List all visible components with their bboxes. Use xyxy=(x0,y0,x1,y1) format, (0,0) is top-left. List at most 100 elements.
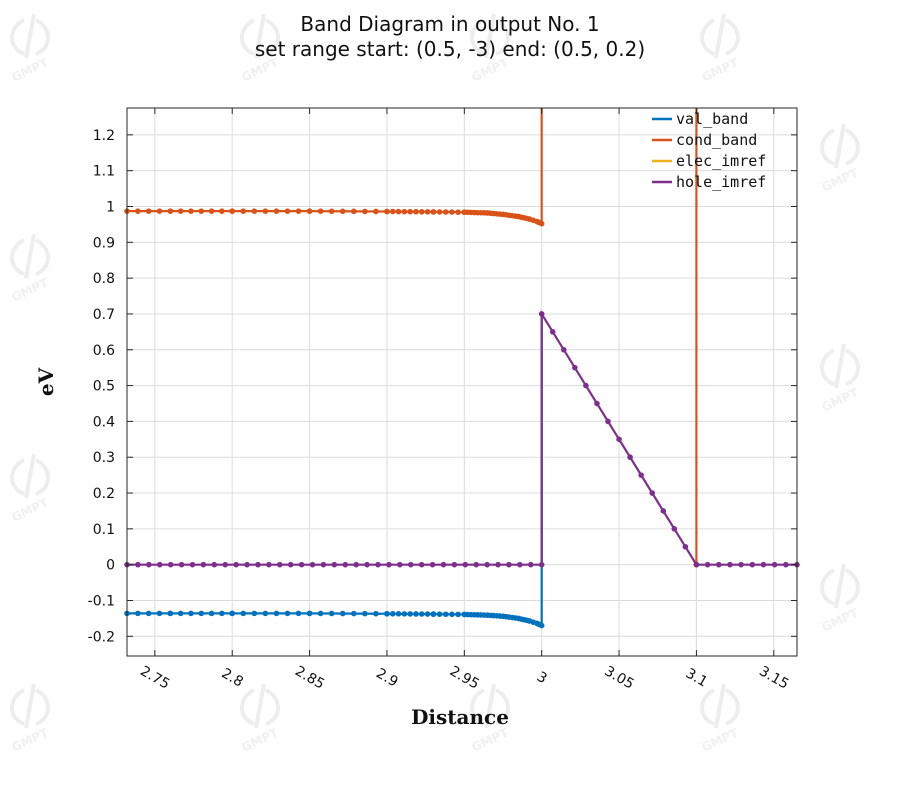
data-point xyxy=(429,561,436,568)
data-point xyxy=(198,610,205,617)
data-point xyxy=(401,611,408,617)
data-point xyxy=(331,561,338,568)
data-point xyxy=(738,561,744,568)
data-point xyxy=(455,209,461,215)
data-point xyxy=(413,611,419,617)
data-point xyxy=(364,561,370,568)
data-point xyxy=(295,208,302,214)
watermark-logo-icon xyxy=(10,233,50,279)
data-point xyxy=(208,610,215,617)
watermark-mark: GMPT xyxy=(699,13,741,85)
data-point xyxy=(373,610,379,617)
data-point xyxy=(401,208,408,215)
data-point xyxy=(219,610,225,617)
data-point xyxy=(538,311,545,317)
watermark-logo-icon xyxy=(820,123,860,169)
x-tick-label: 2.75 xyxy=(137,663,172,692)
data-point xyxy=(156,561,163,568)
data-point xyxy=(362,610,368,617)
data-point xyxy=(177,208,184,214)
data-point xyxy=(328,208,335,215)
data-point xyxy=(178,561,185,568)
watermark-mark: GMPT xyxy=(819,563,861,635)
data-point xyxy=(273,208,280,214)
data-point xyxy=(284,610,291,617)
data-point xyxy=(251,610,258,617)
data-point xyxy=(262,208,269,214)
data-point xyxy=(727,561,733,568)
y-tick-label: 0.8 xyxy=(93,271,115,287)
data-point xyxy=(167,208,174,214)
data-point xyxy=(413,208,419,215)
data-point xyxy=(671,526,678,532)
data-point xyxy=(549,329,556,335)
data-point xyxy=(506,561,512,568)
data-point xyxy=(462,561,469,568)
legend: val_band cond_band elec_imref hole_imref xyxy=(652,110,766,191)
data-point xyxy=(538,622,545,629)
data-point xyxy=(538,561,545,568)
data-point xyxy=(495,561,501,568)
data-point xyxy=(560,346,567,353)
legend-label: cond_band xyxy=(676,131,757,149)
watermark-logo-icon xyxy=(820,343,860,389)
data-point xyxy=(219,208,225,214)
x-tick-label: 2.95 xyxy=(447,663,482,692)
watermark-mark: GMPT xyxy=(9,233,51,305)
data-point xyxy=(436,209,443,215)
data-point xyxy=(177,610,184,617)
watermark-logo-icon xyxy=(10,453,50,499)
x-tick-label: 3.05 xyxy=(602,663,637,692)
y-tick-label: 0.3 xyxy=(93,450,115,466)
data-point xyxy=(229,208,236,214)
data-point xyxy=(328,610,335,617)
data-point xyxy=(375,561,381,568)
y-tick-label: 0.5 xyxy=(93,379,115,395)
data-point xyxy=(424,209,431,215)
data-point xyxy=(389,208,396,215)
series-hole-imref xyxy=(124,310,800,568)
data-point xyxy=(594,400,600,407)
data-point xyxy=(583,382,589,389)
watermark-logo-icon xyxy=(820,563,860,609)
watermark-text: GMPT xyxy=(9,725,51,754)
watermark-logo-icon xyxy=(470,683,510,729)
data-point xyxy=(287,561,294,568)
data-point xyxy=(715,561,722,568)
data-point xyxy=(276,561,283,568)
data-point xyxy=(135,208,141,214)
y-tick-label: 0.4 xyxy=(93,414,115,430)
data-point xyxy=(384,208,390,215)
x-tick-label: 3.1 xyxy=(683,666,710,691)
data-point xyxy=(317,610,324,617)
data-point xyxy=(255,561,261,568)
data-point xyxy=(240,208,247,214)
watermark-logo-icon xyxy=(700,683,740,729)
data-point xyxy=(167,610,174,617)
data-point xyxy=(200,561,207,568)
data-point xyxy=(704,561,711,568)
data-point xyxy=(306,208,313,214)
data-point xyxy=(244,561,250,568)
data-point xyxy=(627,454,633,461)
series-cond-band xyxy=(124,108,698,565)
watermark-mark: GMPT xyxy=(819,123,861,195)
legend-item-val-band: val_band xyxy=(652,110,748,128)
data-point xyxy=(373,208,379,215)
data-point xyxy=(449,209,455,215)
watermark-text: GMPT xyxy=(699,725,741,754)
watermark-mark: GMPT xyxy=(9,683,51,755)
data-point xyxy=(440,561,447,568)
data-point xyxy=(418,208,425,215)
data-point xyxy=(451,561,458,568)
data-point xyxy=(442,209,449,215)
y-tick-label: 0.6 xyxy=(93,343,115,359)
data-point xyxy=(389,610,396,617)
data-point xyxy=(418,561,425,568)
data-point xyxy=(693,561,700,568)
legend-label: val_band xyxy=(676,110,748,128)
y-tick-label: -0.1 xyxy=(88,593,115,609)
data-point xyxy=(284,208,291,214)
watermark-mark: GMPT xyxy=(239,683,281,755)
